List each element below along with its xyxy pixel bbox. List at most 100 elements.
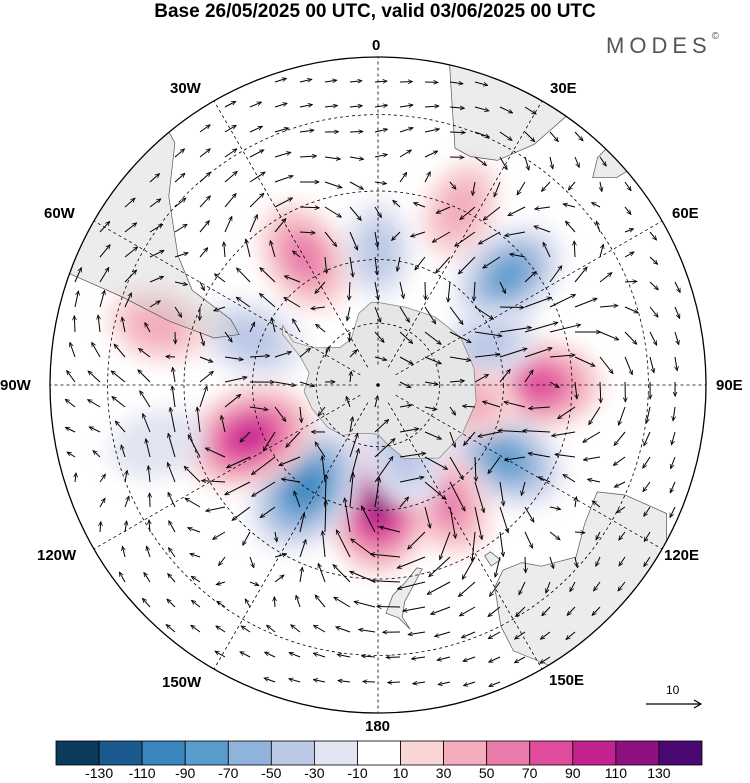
wind-arrow bbox=[124, 199, 135, 208]
wind-arrow bbox=[291, 625, 301, 633]
wind-arrow bbox=[74, 268, 81, 283]
brand-mark: © bbox=[711, 31, 720, 42]
wind-arrow bbox=[398, 556, 426, 568]
wind-arrow bbox=[294, 491, 301, 508]
wind-arrow bbox=[529, 453, 551, 458]
wind-arrow bbox=[525, 556, 526, 572]
wind-arrow bbox=[499, 307, 524, 308]
wind-arrow bbox=[324, 206, 341, 217]
wind-arrow bbox=[549, 266, 562, 283]
wind-arrow bbox=[524, 323, 558, 333]
wind-arrow bbox=[460, 606, 476, 616]
wind-arrow bbox=[169, 548, 176, 558]
colorbar-tick-label: 30 bbox=[435, 765, 452, 781]
wind-arrow bbox=[224, 149, 237, 158]
wind-arrow bbox=[567, 606, 576, 615]
wind-arrow bbox=[596, 556, 601, 566]
wind-arrow bbox=[649, 231, 656, 240]
wind-arrow bbox=[224, 194, 236, 208]
wind-arrow bbox=[474, 331, 502, 336]
wind-arrow bbox=[299, 540, 306, 558]
wind-arrow bbox=[249, 172, 265, 183]
wind-arrow bbox=[524, 156, 529, 170]
wind-arrow bbox=[174, 282, 187, 285]
wind-arrow bbox=[617, 506, 626, 512]
wind-arrow bbox=[224, 217, 232, 233]
wind-arrow bbox=[488, 606, 501, 616]
wind-arrow bbox=[516, 606, 526, 616]
wind-arrow bbox=[552, 431, 576, 436]
wind-arrow bbox=[213, 531, 226, 539]
wind-arrow bbox=[149, 199, 161, 208]
wind-arrow bbox=[600, 181, 602, 191]
wind-arrow bbox=[588, 479, 601, 482]
wind-arrow bbox=[448, 281, 450, 302]
wind-arrow bbox=[324, 80, 336, 82]
wind-arrow bbox=[275, 531, 277, 541]
wind-arrow bbox=[644, 431, 651, 445]
wind-arrow bbox=[249, 356, 269, 357]
wind-arrow bbox=[206, 448, 226, 458]
wind-arrow bbox=[424, 172, 430, 183]
wind-arrow bbox=[523, 431, 551, 432]
wind-arrow bbox=[433, 231, 451, 242]
wind-arrow bbox=[167, 625, 176, 633]
wind-arrow bbox=[474, 156, 486, 165]
wind-arrow bbox=[249, 581, 259, 585]
lon-label-0: 0 bbox=[372, 37, 381, 54]
wind-arrow bbox=[424, 331, 441, 344]
wind-arrow bbox=[549, 156, 553, 169]
wind-arrow bbox=[555, 454, 576, 458]
wind-arrow bbox=[125, 471, 127, 483]
wind-arrow bbox=[323, 531, 326, 558]
wind-arrow bbox=[299, 156, 316, 157]
wind-arrow bbox=[643, 456, 651, 468]
wind-arrow bbox=[274, 352, 291, 358]
wind-arrow bbox=[649, 306, 658, 317]
map-title: Base 26/05/2025 00 UTC, valid 03/06/2025… bbox=[154, 1, 596, 22]
colorbar-swatch bbox=[400, 740, 444, 766]
wind-arrow bbox=[499, 131, 512, 140]
wind-arrow bbox=[474, 375, 488, 383]
colorbar-swatch bbox=[572, 740, 617, 766]
wind-arrow bbox=[349, 206, 361, 220]
wind-arrow bbox=[316, 325, 326, 333]
wind-arrow bbox=[217, 582, 226, 585]
colorbar-swatch bbox=[227, 740, 272, 766]
wind-arrow bbox=[192, 601, 201, 608]
wind-arrow bbox=[569, 181, 576, 190]
wind-arrow bbox=[349, 434, 358, 458]
wind-arrow bbox=[362, 506, 376, 533]
wind-arrow bbox=[224, 172, 237, 183]
lon-label-120w: 120W bbox=[37, 547, 77, 564]
wind-arrow bbox=[349, 331, 350, 341]
wind-arrow bbox=[549, 295, 575, 308]
wind-arrow bbox=[299, 232, 315, 233]
wind-arrow bbox=[549, 507, 560, 509]
wind-arrow bbox=[188, 435, 201, 458]
wind-arrow bbox=[270, 241, 276, 258]
wind-arrow bbox=[299, 79, 311, 82]
colorbar-swatch bbox=[658, 740, 703, 766]
wind-arrow bbox=[293, 319, 301, 333]
wind-arrow bbox=[505, 231, 526, 236]
wind-arrow bbox=[338, 681, 351, 683]
wind-arrow bbox=[349, 132, 363, 133]
wind-arrow bbox=[449, 82, 463, 84]
wind-arrow bbox=[519, 581, 526, 594]
wind-arrow bbox=[674, 331, 679, 344]
wind-arrow bbox=[449, 456, 463, 479]
wind-arrow bbox=[464, 681, 476, 686]
wind-arrow bbox=[542, 606, 551, 616]
wind-arrow bbox=[249, 194, 264, 208]
wind-arrow bbox=[424, 129, 439, 133]
wind-arrow bbox=[284, 298, 301, 308]
wind-arrow bbox=[169, 521, 176, 533]
wind-arrow bbox=[399, 306, 409, 322]
wind-arrow bbox=[174, 225, 187, 233]
wind-arrow bbox=[114, 345, 126, 358]
colorbar-swatch bbox=[141, 740, 186, 766]
wind-arrow bbox=[74, 316, 75, 333]
wind-arrow bbox=[508, 206, 526, 215]
colorbar-swatch bbox=[486, 740, 531, 766]
